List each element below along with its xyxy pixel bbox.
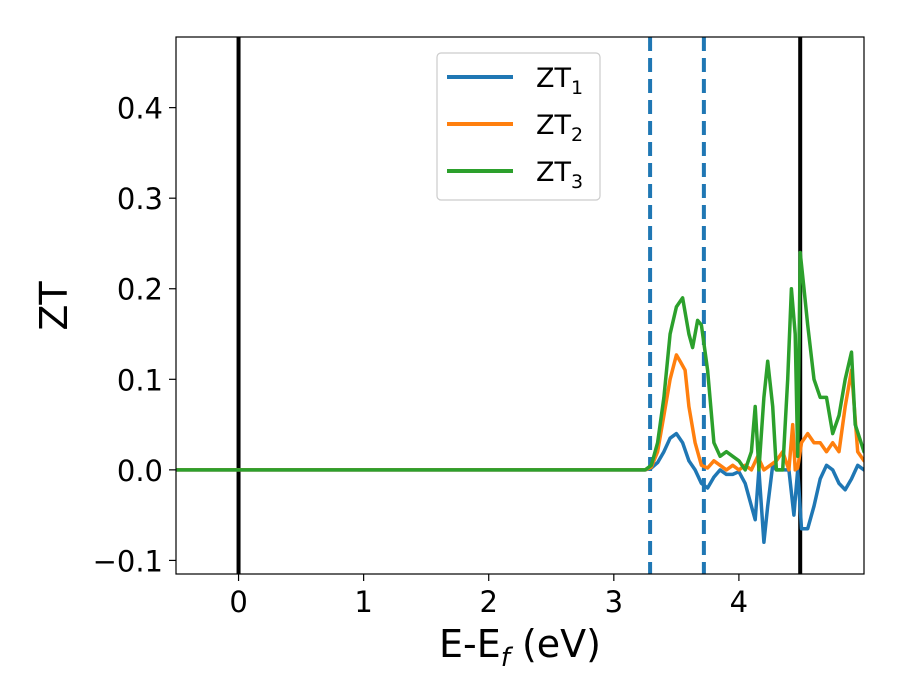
legend-label-zt1: ZT1 [536, 63, 583, 99]
x-tick-label: 0 [229, 585, 247, 619]
y-axis-label: ZT [32, 281, 76, 331]
x-axis-ticks: 0 1 2 3 4 [229, 574, 748, 619]
y-tick-label: 0.3 [117, 182, 163, 216]
y-tick-label: 0.1 [117, 363, 163, 397]
legend-entries: ZT1 ZT2 ZT3 [447, 63, 583, 193]
series-line-zt1 [176, 431, 864, 545]
y-axis-ticks: −0.1 0.0 0.1 0.2 0.3 0.4 [93, 92, 176, 578]
legend-box [436, 52, 601, 201]
y-tick-label: −0.1 [93, 544, 163, 578]
series-line-zt3 [176, 250, 864, 472]
y-tick-label: 0.2 [117, 273, 163, 307]
x-tick-label: 2 [480, 585, 498, 619]
series-line-zt2 [176, 353, 864, 472]
x-axis-label: E-Ef (eV) [439, 622, 601, 673]
y-tick-label: 0.0 [117, 454, 163, 488]
x-tick-label: 3 [605, 585, 623, 619]
x-axis-label-unit: (eV) [510, 622, 601, 666]
legend-label-zt2: ZT2 [536, 110, 583, 146]
legend: ZT1 ZT2 ZT3 [436, 52, 601, 201]
series-lines [176, 250, 864, 545]
plot-frame [175, 36, 865, 575]
y-tick-label: 0.4 [117, 92, 163, 126]
legend-label-zt3: ZT3 [536, 157, 583, 193]
x-tick-label: 4 [730, 585, 748, 619]
x-tick-label: 1 [354, 585, 372, 619]
